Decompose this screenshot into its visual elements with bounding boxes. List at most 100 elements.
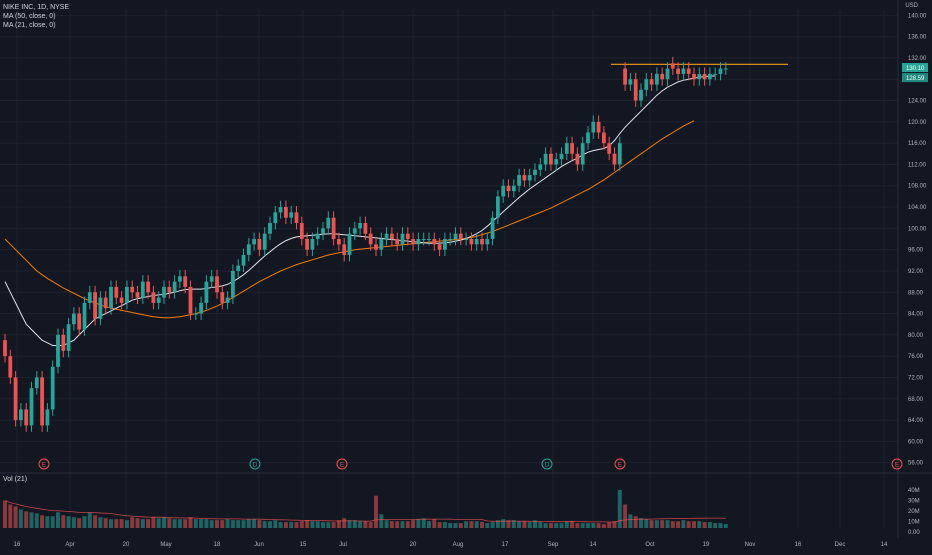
candle-body[interactable]	[289, 212, 294, 218]
volume-bar[interactable]	[252, 519, 257, 528]
volume-bar[interactable]	[723, 524, 728, 528]
volume-bar[interactable]	[151, 517, 156, 528]
candle-body[interactable]	[623, 68, 627, 85]
candle-body[interactable]	[517, 175, 521, 186]
volume-bar[interactable]	[384, 520, 389, 528]
candle-body[interactable]	[437, 244, 442, 250]
ma50-legend[interactable]: MA (50, close, 0)	[3, 13, 56, 20]
candle-body[interactable]	[299, 223, 304, 239]
volume-bar[interactable]	[575, 523, 580, 528]
volume-bar[interactable]	[395, 521, 400, 528]
candle-body[interactable]	[665, 68, 670, 80]
candle-body[interactable]	[162, 286, 166, 298]
candle-body[interactable]	[45, 409, 50, 426]
candle-body[interactable]	[34, 377, 39, 389]
volume-bar[interactable]	[379, 514, 384, 528]
candle-body[interactable]	[262, 233, 267, 250]
volume-bar[interactable]	[368, 522, 373, 528]
candle-body[interactable]	[628, 79, 633, 85]
candle-body[interactable]	[220, 292, 225, 303]
volume-bar[interactable]	[146, 519, 151, 528]
candle-body[interactable]	[321, 228, 325, 234]
candle-body[interactable]	[395, 239, 400, 245]
candle-body[interactable]	[98, 297, 103, 319]
candle-body[interactable]	[686, 68, 691, 74]
volume-bar[interactable]	[707, 522, 712, 528]
candle-body[interactable]	[559, 153, 564, 160]
volume-bar[interactable]	[639, 518, 643, 528]
candle-body[interactable]	[82, 302, 87, 330]
candle-body[interactable]	[602, 132, 606, 144]
candle-body[interactable]	[241, 254, 246, 266]
volume-bar[interactable]	[114, 519, 119, 528]
volume-bar[interactable]	[718, 523, 723, 528]
candle-body[interactable]	[284, 207, 288, 218]
earnings-marker-icon[interactable]	[614, 458, 626, 470]
volume-bar[interactable]	[570, 521, 575, 528]
candle-body[interactable]	[384, 233, 389, 239]
volume-bar[interactable]	[199, 519, 204, 528]
volume-bar[interactable]	[18, 509, 23, 528]
ma50-line[interactable]	[4, 120, 695, 319]
candle-body[interactable]	[480, 239, 484, 245]
candle-body[interactable]	[305, 239, 309, 250]
volume-bar[interactable]	[612, 521, 617, 528]
candle-body[interactable]	[146, 281, 150, 293]
volume-bar[interactable]	[448, 523, 453, 528]
volume-bar[interactable]	[347, 520, 352, 528]
candle-body[interactable]	[326, 217, 331, 229]
candle-body[interactable]	[278, 207, 283, 213]
volume-bar[interactable]	[119, 519, 124, 528]
candle-body[interactable]	[411, 239, 415, 245]
volume-bar[interactable]	[34, 513, 39, 528]
volume-bar[interactable]	[697, 521, 702, 528]
candle-body[interactable]	[183, 276, 188, 287]
volume-bar[interactable]	[220, 520, 225, 528]
candle-body[interactable]	[453, 233, 458, 239]
volume-bar[interactable]	[405, 521, 410, 528]
candle-body[interactable]	[77, 313, 82, 330]
candle-body[interactable]	[368, 233, 373, 245]
volume-bar[interactable]	[45, 516, 50, 528]
candle-body[interactable]	[125, 286, 129, 303]
candle-body[interactable]	[501, 185, 506, 197]
earnings-marker-icon[interactable]	[891, 458, 903, 470]
candle-body[interactable]	[718, 68, 723, 74]
volume-bar[interactable]	[326, 522, 331, 528]
volume-bar[interactable]	[559, 523, 564, 528]
volume-bar[interactable]	[554, 523, 559, 528]
candle-body[interactable]	[591, 121, 596, 133]
candle-body[interactable]	[490, 217, 495, 239]
volume-bar[interactable]	[167, 518, 172, 528]
volume-bar[interactable]	[193, 519, 198, 528]
candle-body[interactable]	[347, 233, 352, 255]
candle-body[interactable]	[538, 164, 543, 170]
volume-bar[interactable]	[427, 521, 431, 528]
volume-bar[interactable]	[183, 519, 188, 528]
volume-bar[interactable]	[686, 521, 691, 528]
candle-body[interactable]	[458, 233, 463, 239]
volume-bar[interactable]	[209, 520, 214, 528]
candle-body[interactable]	[443, 239, 447, 250]
candle-body[interactable]	[676, 68, 680, 74]
candle-body[interactable]	[151, 292, 156, 303]
volume-bar[interactable]	[480, 522, 484, 528]
candle-body[interactable]	[533, 169, 537, 176]
candle-body[interactable]	[522, 175, 527, 181]
volume-bar[interactable]	[437, 522, 442, 528]
volume-bar[interactable]	[342, 518, 347, 528]
volume-bar[interactable]	[538, 522, 543, 528]
candle-body[interactable]	[119, 297, 124, 303]
volume-bar[interactable]	[389, 521, 394, 528]
volume-bar[interactable]	[453, 523, 458, 528]
candle-body[interactable]	[612, 153, 617, 165]
volume-bar[interactable]	[71, 517, 76, 528]
volume-bar[interactable]	[24, 511, 29, 528]
volume-bar[interactable]	[474, 521, 479, 528]
candle-body[interactable]	[257, 239, 262, 250]
volume-bar[interactable]	[676, 521, 681, 528]
volume-bar[interactable]	[289, 522, 294, 528]
volume-bar[interactable]	[533, 520, 537, 528]
volume-bar[interactable]	[172, 519, 177, 528]
